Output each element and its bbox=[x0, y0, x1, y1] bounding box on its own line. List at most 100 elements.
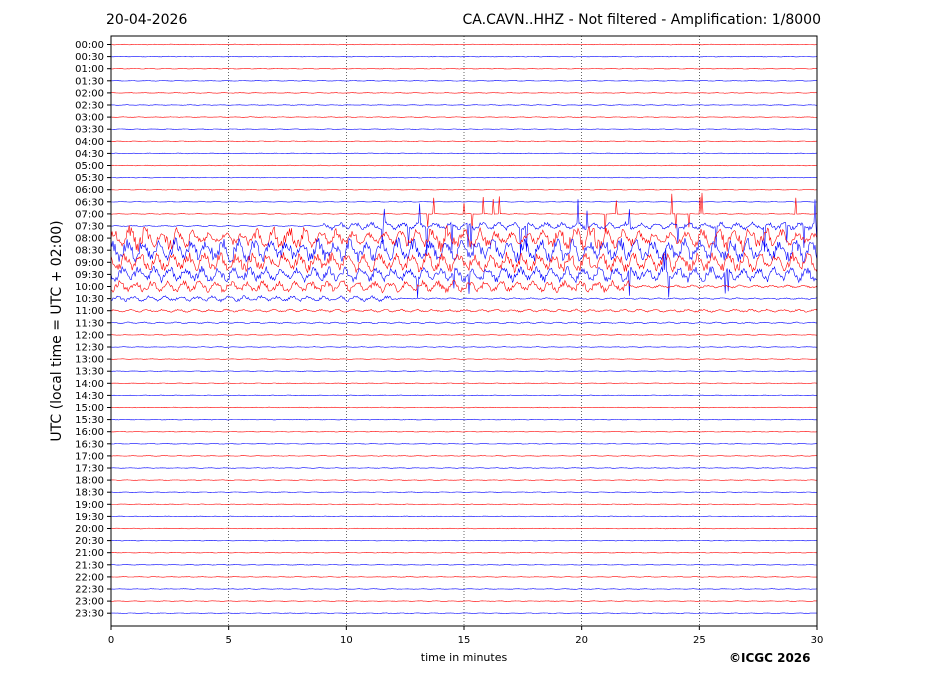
trace-1400 bbox=[110, 382, 818, 385]
trace-0800 bbox=[110, 225, 818, 253]
y-tick-label-1: 00:30 bbox=[75, 52, 104, 63]
trace-0000 bbox=[111, 43, 817, 46]
y-tick-label-42: 21:00 bbox=[75, 548, 104, 559]
date-label: 20-04-2026 bbox=[106, 12, 188, 28]
trace-0300 bbox=[110, 116, 818, 118]
y-tick-label-2: 01:00 bbox=[75, 64, 104, 75]
y-tick-label-20: 10:00 bbox=[75, 282, 104, 293]
trace-1300 bbox=[110, 358, 818, 360]
trace-1630 bbox=[110, 443, 817, 445]
y-tick-label-27: 13:30 bbox=[75, 367, 104, 378]
x-tick-label-1: 5 bbox=[225, 635, 231, 646]
y-tick-label-21: 10:30 bbox=[75, 294, 104, 305]
y-tick-label-17: 08:30 bbox=[75, 246, 104, 257]
trace-0530 bbox=[110, 176, 818, 179]
grid-lines bbox=[228, 36, 700, 626]
trace-1330 bbox=[111, 370, 818, 372]
y-tick-label-5: 02:30 bbox=[75, 101, 104, 112]
x-tick-label-6: 30 bbox=[811, 635, 824, 646]
trace-1930 bbox=[110, 515, 817, 518]
trace-1600 bbox=[110, 430, 818, 433]
y-tick-label-26: 13:00 bbox=[75, 355, 104, 366]
trace-0600 bbox=[110, 188, 817, 191]
trace-0430 bbox=[110, 152, 818, 155]
y-tick-label-14: 07:00 bbox=[75, 209, 104, 220]
y-tick-label-23: 11:30 bbox=[75, 318, 104, 329]
trace-1830 bbox=[110, 491, 818, 493]
y-tick-label-6: 03:00 bbox=[75, 113, 104, 124]
x-tick-label-0: 0 bbox=[108, 635, 114, 646]
y-tick-label-47: 23:30 bbox=[75, 609, 104, 620]
y-tick-label-36: 18:00 bbox=[75, 476, 104, 487]
trace-1700 bbox=[111, 455, 818, 457]
y-tick-label-30: 15:00 bbox=[75, 403, 104, 414]
y-tick-label-4: 02:00 bbox=[75, 88, 104, 99]
trace-2000 bbox=[110, 527, 817, 530]
y-tick-label-15: 07:30 bbox=[75, 222, 104, 233]
trace-1800 bbox=[110, 479, 818, 481]
y-tick-label-31: 15:30 bbox=[75, 415, 104, 426]
trace-2330 bbox=[110, 612, 818, 614]
trace-1530 bbox=[110, 418, 818, 421]
trace-0130 bbox=[111, 80, 817, 82]
copyright-label: ©ICGC 2026 bbox=[729, 651, 811, 665]
y-tick-label-19: 09:30 bbox=[75, 270, 104, 281]
trace-2300 bbox=[110, 600, 818, 602]
trace-1900 bbox=[110, 503, 818, 506]
trace-1100 bbox=[110, 308, 818, 313]
trace-1730 bbox=[111, 467, 817, 469]
trace-0330 bbox=[110, 128, 817, 130]
y-tick-label-38: 19:00 bbox=[75, 500, 104, 511]
x-tick-label-5: 25 bbox=[693, 635, 706, 646]
y-tick-label-0: 00:00 bbox=[75, 40, 104, 51]
y-tick-label-35: 17:30 bbox=[75, 464, 104, 475]
y-tick-label-16: 08:00 bbox=[75, 234, 104, 245]
y-tick-label-39: 19:30 bbox=[75, 512, 104, 523]
y-tick-label-22: 11:00 bbox=[75, 306, 104, 317]
trace-0700 bbox=[111, 192, 818, 234]
trace-0900 bbox=[110, 251, 818, 274]
trace-0630 bbox=[111, 201, 818, 203]
y-tick-label-41: 20:30 bbox=[75, 536, 104, 547]
y-tick-label-7: 03:30 bbox=[75, 125, 104, 136]
y-tick-label-29: 14:30 bbox=[75, 391, 104, 402]
y-tick-label-33: 16:30 bbox=[75, 439, 104, 450]
trace-0400 bbox=[110, 140, 818, 143]
trace-1030 bbox=[110, 294, 818, 303]
y-tick-label-45: 22:30 bbox=[75, 585, 104, 596]
x-tick-label-4: 20 bbox=[575, 635, 588, 646]
station-title: CA.CAVN..HHZ - Not filtered - Amplificat… bbox=[462, 12, 821, 28]
y-tick-label-13: 06:30 bbox=[75, 197, 104, 208]
y-tick-label-25: 12:30 bbox=[75, 343, 104, 354]
y-tick-label-32: 16:00 bbox=[75, 427, 104, 438]
trace-0830 bbox=[110, 237, 818, 264]
y-tick-label-11: 05:30 bbox=[75, 173, 104, 184]
y-tick-label-10: 05:00 bbox=[75, 161, 104, 172]
trace-0030 bbox=[111, 55, 818, 58]
trace-1000 bbox=[110, 279, 818, 294]
trace-1500 bbox=[110, 406, 818, 409]
trace-2030 bbox=[110, 539, 818, 542]
x-tick-label-2: 10 bbox=[340, 635, 353, 646]
trace-2230 bbox=[110, 588, 818, 590]
y-tick-label-40: 20:00 bbox=[75, 524, 104, 535]
trace-2200 bbox=[110, 576, 818, 578]
trace-2100 bbox=[110, 551, 818, 554]
trace-1200 bbox=[111, 334, 818, 336]
trace-0930 bbox=[110, 248, 818, 298]
trace-0230 bbox=[110, 104, 818, 106]
seismic-traces bbox=[110, 43, 818, 614]
trace-0100 bbox=[110, 67, 818, 70]
y-tick-label-9: 04:30 bbox=[75, 149, 104, 160]
y-tick-label-37: 18:30 bbox=[75, 488, 104, 499]
y-tick-label-18: 09:00 bbox=[75, 258, 104, 269]
trace-0730 bbox=[110, 199, 818, 256]
y-tick-label-43: 21:30 bbox=[75, 560, 104, 571]
trace-0200 bbox=[110, 92, 818, 94]
y-tick-label-12: 06:00 bbox=[75, 185, 104, 196]
trace-0500 bbox=[110, 164, 818, 167]
x-tick-label-3: 15 bbox=[458, 635, 471, 646]
y-tick-label-24: 12:00 bbox=[75, 330, 104, 341]
